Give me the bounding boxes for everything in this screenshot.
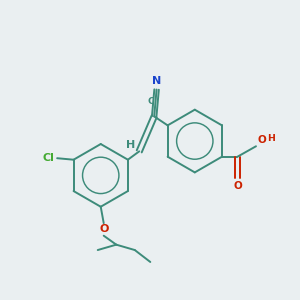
Text: O: O <box>99 224 108 234</box>
Text: N: N <box>152 76 161 86</box>
Text: C: C <box>147 97 154 106</box>
Text: O: O <box>233 181 242 190</box>
Text: O: O <box>257 135 266 145</box>
Text: Cl: Cl <box>43 153 55 163</box>
Text: H: H <box>267 134 274 143</box>
Text: H: H <box>126 140 136 150</box>
